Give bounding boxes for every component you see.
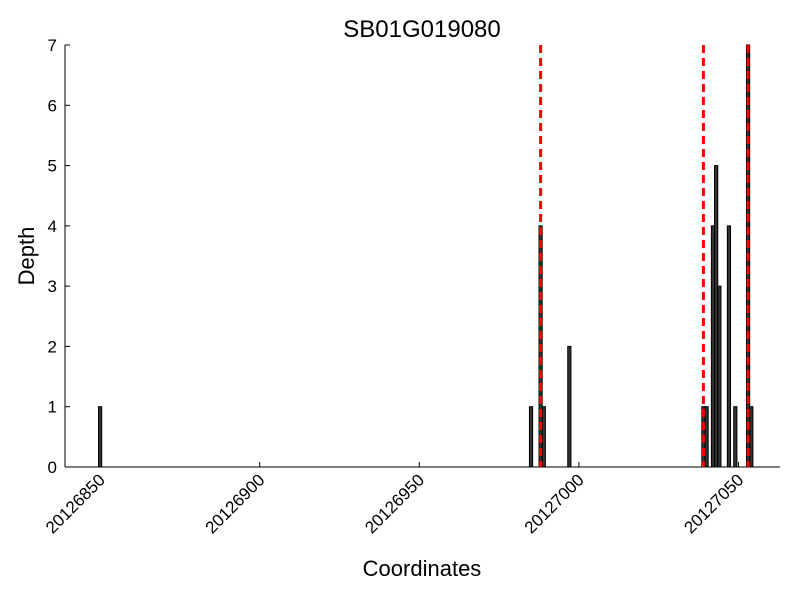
- x-axis-label: Coordinates: [363, 556, 482, 581]
- bar: [98, 406, 103, 468]
- x-tick-label: 20126950: [361, 470, 428, 537]
- bar: [726, 225, 732, 468]
- x-tick-label: 20127050: [680, 470, 747, 537]
- y-tick-label: 6: [48, 96, 57, 115]
- chart-title: SB01G019080: [343, 16, 500, 43]
- bar: [704, 406, 709, 468]
- bar: [528, 406, 534, 468]
- x-tick-label: 20127000: [521, 470, 588, 537]
- y-axis-label: Depth: [14, 227, 39, 286]
- y-tick-label: 0: [48, 458, 57, 477]
- y-tick-label: 2: [48, 337, 57, 356]
- bar: [749, 406, 754, 468]
- y-tick-label: 4: [48, 217, 57, 236]
- bar: [567, 345, 572, 468]
- x-tick-label: 20126850: [42, 470, 109, 537]
- y-tick-label: 5: [48, 157, 57, 176]
- bar: [541, 406, 546, 468]
- bar: [733, 406, 738, 468]
- x-tick-label: 20126900: [202, 470, 269, 537]
- y-tick-label: 1: [48, 398, 57, 417]
- y-tick-label: 3: [48, 277, 57, 296]
- y-tick-label: 7: [48, 36, 57, 55]
- bar: [717, 285, 722, 468]
